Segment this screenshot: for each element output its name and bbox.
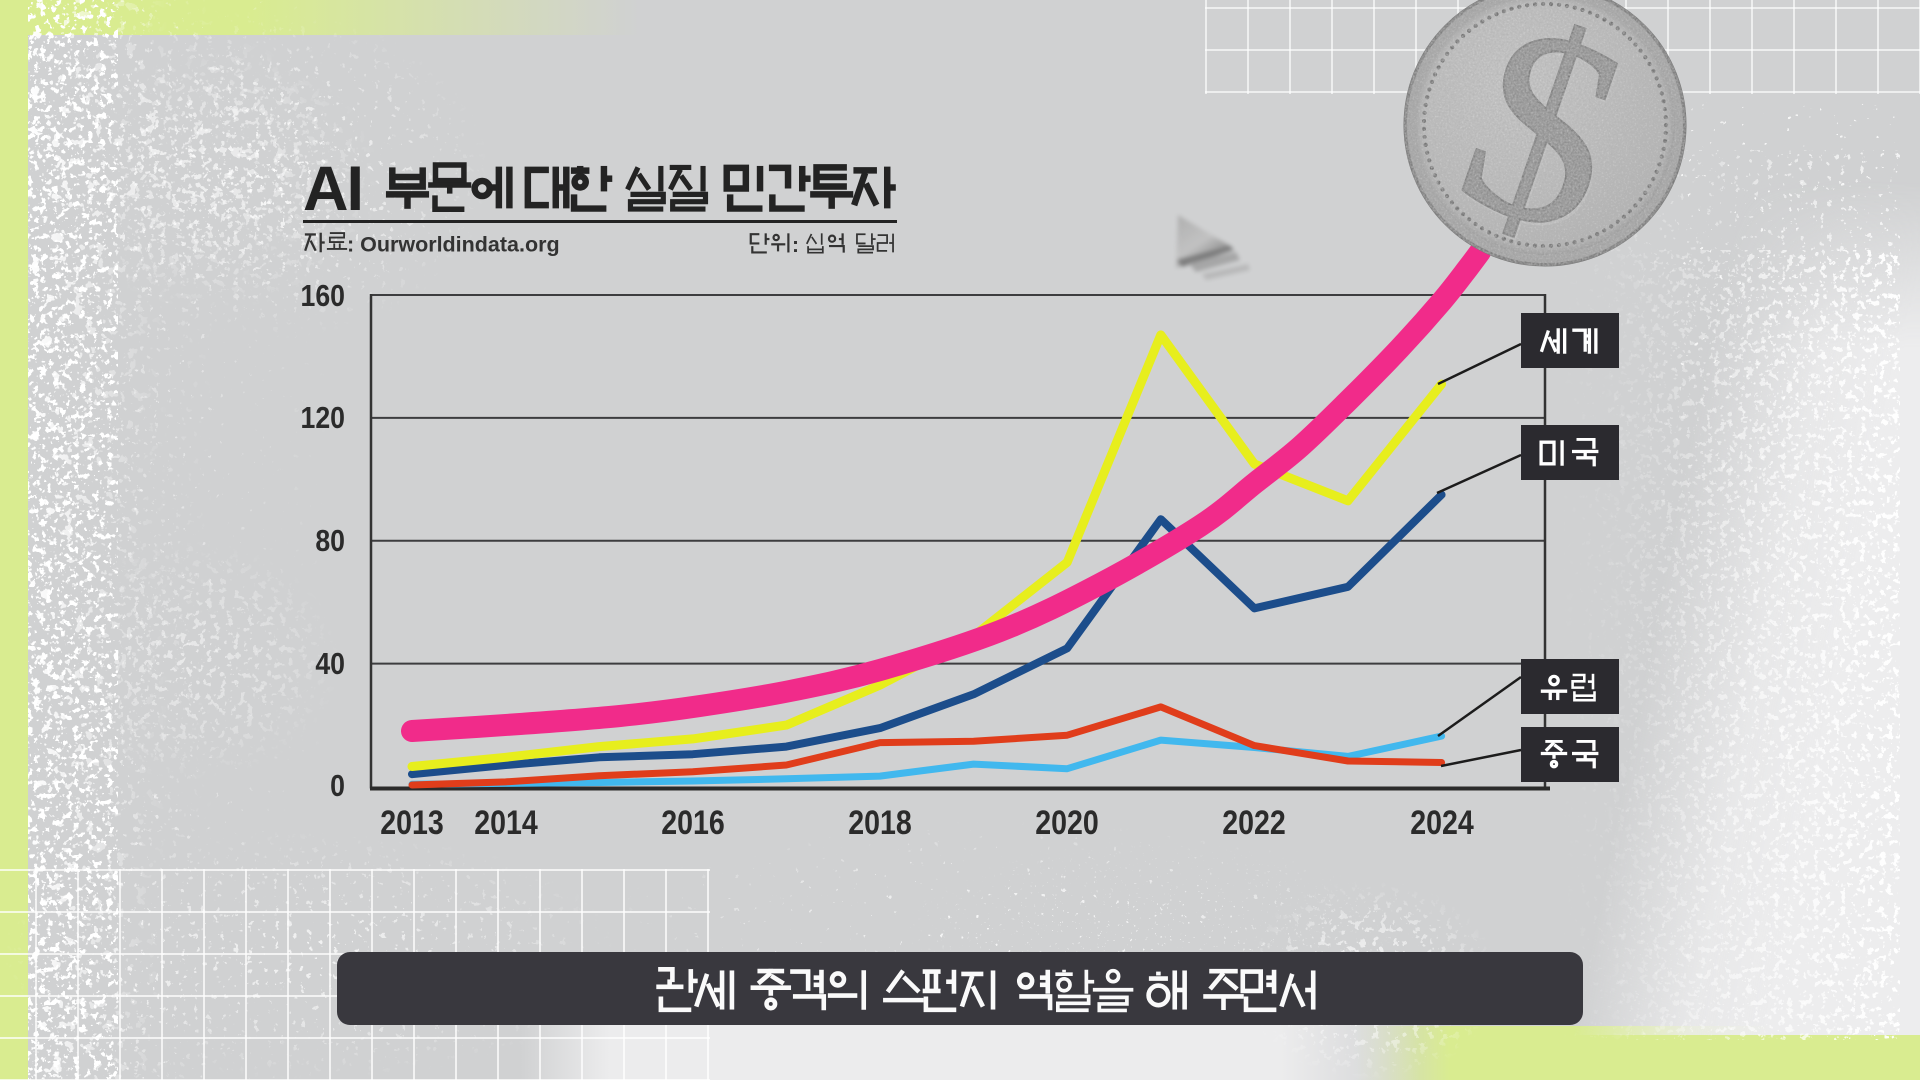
svg-text:: Ourworldindata.org: : Ourworldindata.org	[347, 233, 560, 257]
svg-text::: :	[792, 234, 799, 257]
svg-text:AI: AI	[303, 154, 362, 222]
